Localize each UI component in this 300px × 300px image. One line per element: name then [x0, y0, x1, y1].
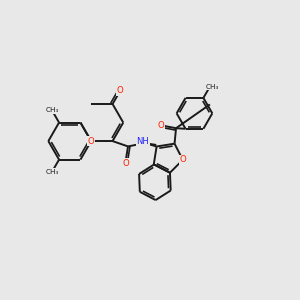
- Text: O: O: [117, 86, 124, 95]
- Text: O: O: [122, 159, 129, 168]
- Text: CH₃: CH₃: [45, 107, 58, 113]
- Text: O: O: [88, 136, 94, 146]
- Text: O: O: [179, 155, 186, 164]
- Text: CH₃: CH₃: [45, 169, 58, 175]
- Text: CH₃: CH₃: [206, 84, 219, 90]
- Text: NH: NH: [136, 136, 149, 146]
- Text: O: O: [157, 121, 164, 130]
